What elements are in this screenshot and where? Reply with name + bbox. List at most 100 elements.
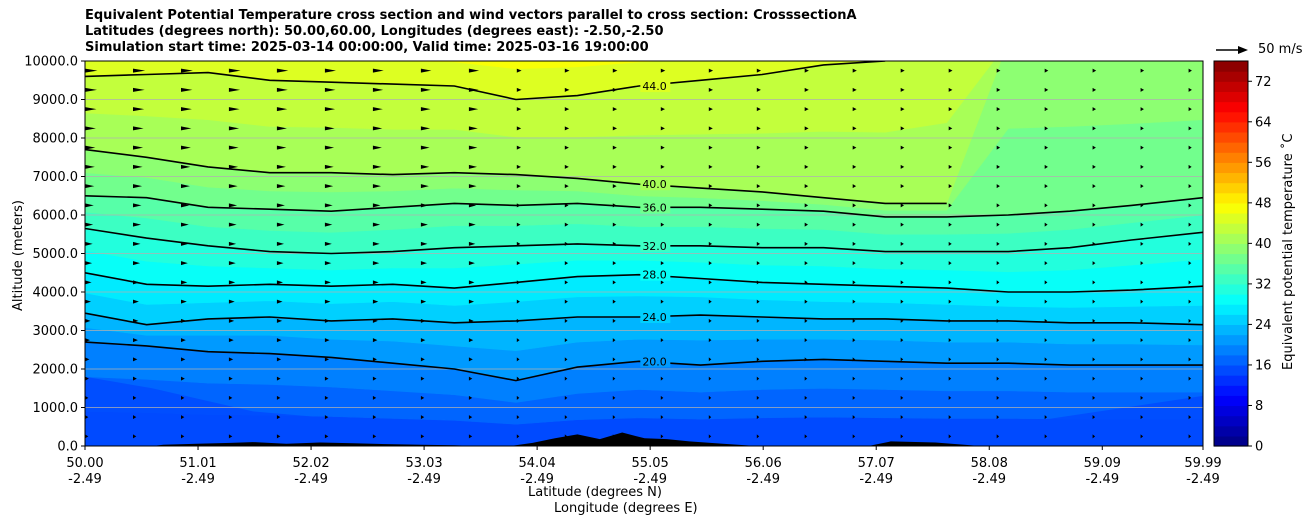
wind-arrow bbox=[276, 299, 283, 304]
wind-arrow bbox=[228, 241, 237, 246]
contour-line-24 bbox=[85, 312, 1203, 326]
wind-arrow bbox=[804, 241, 808, 246]
wind-arrow bbox=[1044, 395, 1048, 400]
wind-arrow bbox=[276, 376, 281, 381]
wind-arrow bbox=[468, 107, 479, 112]
wind-arrow bbox=[996, 434, 1000, 439]
wind-arrow bbox=[228, 126, 240, 131]
wind-arrow bbox=[372, 434, 377, 439]
wind-arrow bbox=[1092, 395, 1096, 400]
wind-arrow bbox=[133, 241, 141, 246]
wind-arrow bbox=[948, 126, 953, 131]
wind-arrow bbox=[756, 357, 760, 362]
wind-arrow bbox=[516, 299, 520, 304]
wind-arrow bbox=[1044, 222, 1048, 227]
wind-arrow bbox=[372, 68, 384, 73]
x-tick-label-lon: -2.49 bbox=[859, 472, 893, 487]
wind-arrow bbox=[996, 395, 1000, 400]
wind-arrow bbox=[1044, 107, 1049, 112]
wind-arrow bbox=[1092, 126, 1096, 131]
wind-arrow bbox=[708, 68, 714, 73]
wind-arrow bbox=[1140, 87, 1144, 92]
wind-arrow bbox=[1092, 318, 1096, 323]
wind-arrow bbox=[756, 241, 760, 246]
wind-arrow bbox=[1092, 87, 1097, 92]
y-tick-label: 5000.0 bbox=[33, 247, 79, 262]
wind-arrow bbox=[708, 299, 712, 304]
wind-arrow bbox=[85, 261, 93, 266]
wind-arrow bbox=[228, 357, 234, 362]
colorbar-frame bbox=[1213, 60, 1249, 447]
wind-arrow bbox=[852, 434, 856, 439]
wind-arrow bbox=[1188, 357, 1192, 362]
wind-arrow bbox=[181, 107, 192, 112]
colorbar-swatch bbox=[1214, 334, 1248, 346]
wind-arrow bbox=[468, 164, 477, 169]
wind-arrow bbox=[516, 261, 521, 266]
wind-arrow bbox=[324, 299, 331, 304]
wind-arrow bbox=[324, 434, 329, 439]
wind-arrow bbox=[276, 395, 281, 400]
chart-title-line-1: Equivalent Potential Temperature cross s… bbox=[85, 8, 857, 23]
contour-label-bg bbox=[640, 200, 671, 214]
wind-arrow bbox=[1140, 126, 1144, 131]
wind-arrow bbox=[1044, 415, 1048, 420]
wind-arrow bbox=[181, 376, 185, 381]
wind-arrow bbox=[564, 376, 568, 381]
colorbar-swatch bbox=[1214, 253, 1248, 265]
wind-arrow bbox=[1188, 261, 1192, 266]
wind-arrow bbox=[804, 434, 808, 439]
grid-lines bbox=[85, 99, 1203, 408]
wind-arrow bbox=[660, 164, 665, 169]
wind-arrow bbox=[804, 164, 809, 169]
wind-arrow bbox=[756, 338, 760, 343]
wind-arrow bbox=[612, 261, 617, 266]
wind-arrow bbox=[85, 68, 98, 73]
wind-arrow bbox=[612, 126, 617, 131]
wind-arrow bbox=[468, 357, 473, 362]
wind-arrow bbox=[1092, 107, 1096, 112]
wind-arrow bbox=[468, 338, 474, 343]
wind-arrow bbox=[85, 203, 94, 208]
wind-arrow bbox=[228, 299, 235, 304]
wind-arrow bbox=[1044, 68, 1049, 73]
wind-arrow bbox=[612, 415, 616, 420]
wind-arrow bbox=[420, 241, 428, 246]
wind-arrow bbox=[1092, 145, 1096, 150]
wind-arrow bbox=[324, 280, 331, 285]
wind-arrow bbox=[228, 184, 238, 189]
wind-arrow bbox=[1140, 280, 1144, 285]
wind-arrow bbox=[804, 126, 809, 131]
wind-arrow bbox=[85, 376, 89, 381]
x-tick-label-lon: -2.49 bbox=[407, 472, 441, 487]
wind-arrow bbox=[133, 68, 146, 73]
wind-arrow bbox=[420, 357, 425, 362]
contour-line-28 bbox=[85, 272, 1203, 293]
wind-arrow bbox=[228, 318, 235, 323]
wind-arrow bbox=[756, 434, 760, 439]
wind-arrow bbox=[756, 145, 761, 150]
wind-arrow bbox=[708, 357, 712, 362]
wind-arrow bbox=[1044, 164, 1048, 169]
colorbar-swatch bbox=[1214, 364, 1248, 376]
wind-arrow bbox=[612, 184, 617, 189]
wind-arrow bbox=[372, 145, 382, 150]
colorbar-swatch bbox=[1214, 395, 1248, 407]
wind-arrow bbox=[181, 415, 185, 420]
wind-arrow bbox=[564, 280, 568, 285]
wind-arrow bbox=[372, 280, 379, 285]
contour-label-32: 32.0 bbox=[642, 240, 667, 253]
wind-arrow bbox=[1044, 299, 1048, 304]
wind-arrow bbox=[133, 299, 139, 304]
x-tick-label-lat: 58.08 bbox=[971, 456, 1008, 471]
wind-arrow bbox=[85, 222, 94, 227]
colorbar-swatch bbox=[1214, 233, 1248, 244]
contour-label-bg bbox=[640, 310, 671, 324]
wind-arrow bbox=[1092, 203, 1096, 208]
wind-arrow bbox=[804, 318, 808, 323]
wind-arrow bbox=[1092, 184, 1096, 189]
wind-arrow bbox=[133, 395, 137, 400]
wind-arrow bbox=[228, 395, 233, 400]
wind-arrow bbox=[948, 145, 953, 150]
